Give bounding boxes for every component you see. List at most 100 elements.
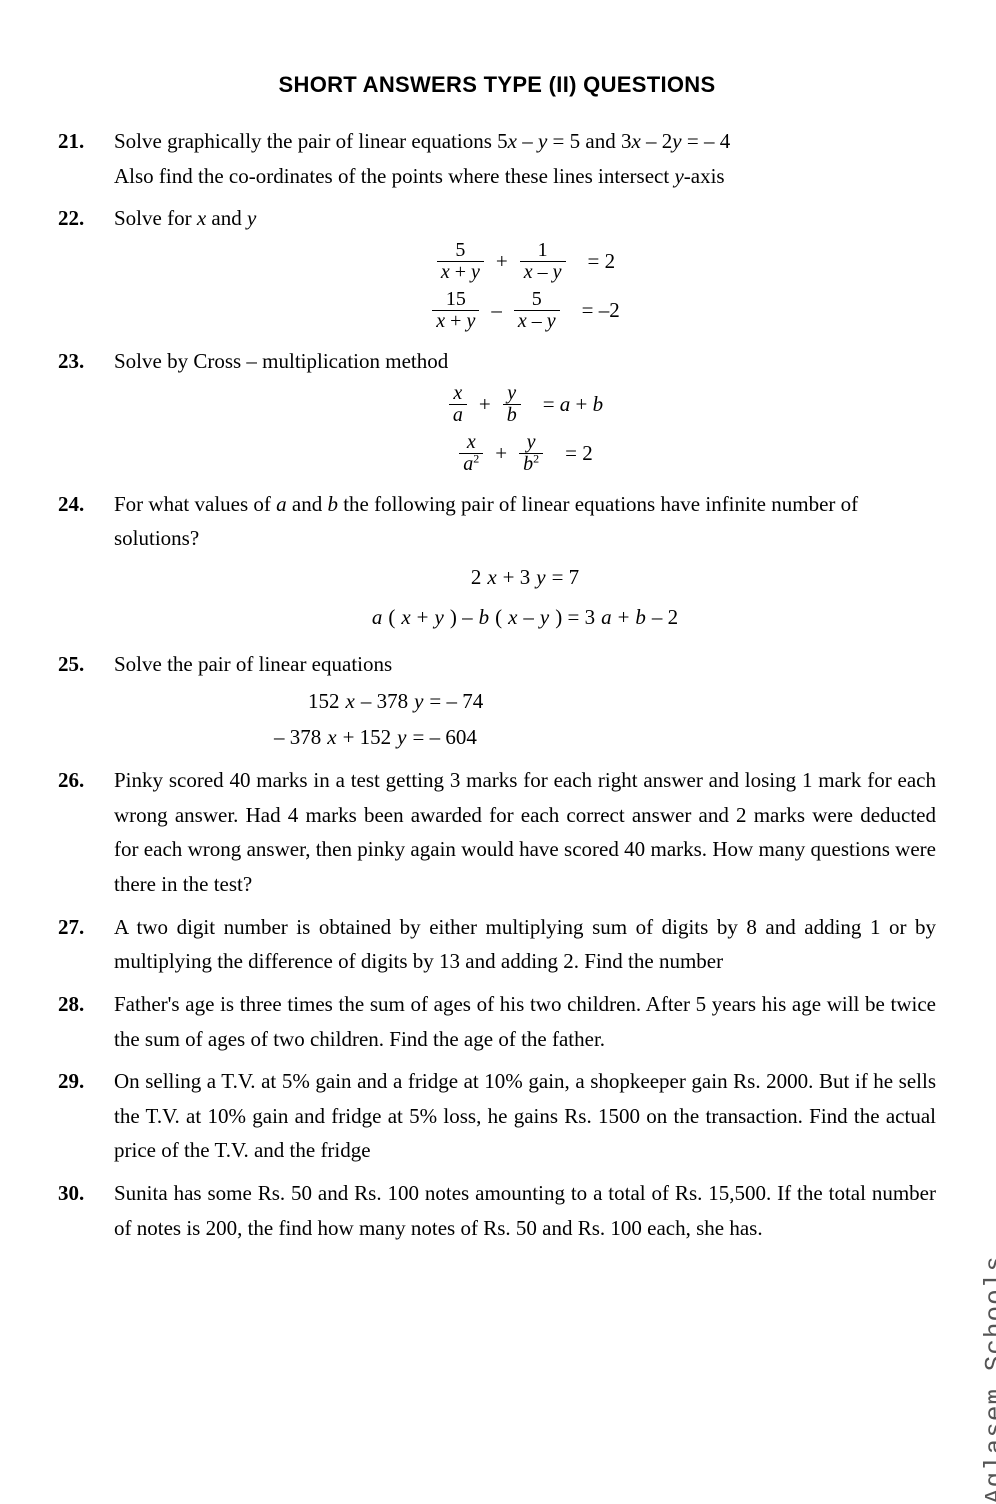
text: -axis bbox=[684, 164, 725, 188]
text: Solve graphically the pair of linear equ… bbox=[114, 129, 508, 153]
var-x: x bbox=[508, 600, 517, 635]
operator: – bbox=[487, 293, 506, 328]
var-y: y bbox=[672, 129, 681, 153]
text: 2 bbox=[471, 560, 482, 595]
question-number: 29. bbox=[58, 1064, 114, 1099]
text: ( bbox=[495, 600, 502, 635]
text: = 7 bbox=[552, 560, 580, 595]
rhs: = –2 bbox=[568, 293, 620, 328]
var-a: a bbox=[463, 453, 473, 475]
text: Solve the pair of linear equations bbox=[114, 652, 392, 676]
text: ) – bbox=[450, 600, 473, 635]
question-number: 21. bbox=[58, 124, 114, 159]
text: – bbox=[523, 600, 534, 635]
equation-line: a(x + y) – b(x – y) = 3a + b – 2 bbox=[372, 600, 678, 635]
question-body: Solve for x and y 5 x + y + 1 x – y = 2 bbox=[114, 201, 936, 336]
question-28: 28. Father's age is three times the sum … bbox=[58, 987, 936, 1056]
text: + 3 bbox=[503, 560, 531, 595]
text: = bbox=[543, 392, 560, 416]
equation-block: x a + y b = a + b x bbox=[114, 383, 936, 475]
var-x: x bbox=[524, 261, 533, 283]
rhs: = a + b bbox=[529, 387, 603, 422]
var-a: a bbox=[601, 600, 612, 635]
operator: + bbox=[492, 244, 512, 279]
rhs: = 2 bbox=[574, 244, 616, 279]
question-25: 25. Solve the pair of linear equations 1… bbox=[58, 647, 936, 755]
question-27: 27. A two digit number is obtained by ei… bbox=[58, 910, 936, 979]
exponent: 2 bbox=[533, 451, 539, 465]
var-y: y bbox=[435, 600, 444, 635]
var-y: y bbox=[540, 600, 549, 635]
question-21: 21. Solve graphically the pair of linear… bbox=[58, 124, 936, 193]
fraction: x a bbox=[449, 383, 467, 426]
question-26: 26. Pinky scored 40 marks in a test gett… bbox=[58, 763, 936, 902]
text: = – 74 bbox=[429, 684, 483, 719]
var-y: y bbox=[247, 206, 256, 230]
denominator: x – y bbox=[514, 311, 560, 332]
fraction: 15 x + y bbox=[432, 289, 479, 332]
var-b: b bbox=[479, 600, 490, 635]
question-body: On selling a T.V. at 5% gain and a fridg… bbox=[114, 1064, 936, 1168]
var-b: b bbox=[593, 392, 604, 416]
var-x: x bbox=[436, 310, 445, 332]
text: – 2 bbox=[652, 600, 678, 635]
numerator: 1 bbox=[534, 240, 552, 261]
fraction: y b2 bbox=[519, 432, 543, 475]
var-a: a bbox=[560, 392, 571, 416]
var-y: y bbox=[538, 129, 547, 153]
question-number: 26. bbox=[58, 763, 114, 798]
exponent: 2 bbox=[473, 451, 479, 465]
question-number: 24. bbox=[58, 487, 114, 522]
var-y: y bbox=[414, 684, 423, 719]
equation-line: 2x + 3y = 7 bbox=[471, 560, 579, 595]
fraction: x a2 bbox=[459, 432, 483, 475]
denominator: x + y bbox=[432, 311, 479, 332]
question-22: 22. Solve for x and y 5 x + y + 1 x – y bbox=[58, 201, 936, 336]
question-number: 30. bbox=[58, 1176, 114, 1211]
question-body: Solve by Cross – multiplication method x… bbox=[114, 344, 936, 479]
watermark-text: Aglasem Schools bbox=[980, 1255, 996, 1504]
var-y: y bbox=[536, 560, 545, 595]
question-number: 25. bbox=[58, 647, 114, 682]
numerator: 15 bbox=[442, 289, 470, 310]
text: ( bbox=[388, 600, 395, 635]
question-body: Solve graphically the pair of linear equ… bbox=[114, 124, 936, 193]
var-x: x bbox=[487, 560, 496, 595]
text: + bbox=[570, 392, 592, 416]
var-b: b bbox=[327, 492, 338, 516]
var-x: x bbox=[518, 310, 527, 332]
operator: + bbox=[475, 387, 495, 422]
numerator: 5 bbox=[451, 240, 469, 261]
question-body: Solve the pair of linear equations 152x … bbox=[114, 647, 936, 755]
text: – bbox=[533, 261, 553, 283]
question-30: 30. Sunita has some Rs. 50 and Rs. 100 n… bbox=[58, 1176, 936, 1245]
text: Solve by Cross – multiplication method bbox=[114, 349, 448, 373]
text: – bbox=[527, 310, 547, 332]
var-y: y bbox=[466, 310, 475, 332]
text: – 378 bbox=[361, 684, 408, 719]
question-body: Father's age is three times the sum of a… bbox=[114, 987, 936, 1056]
question-23: 23. Solve by Cross – multiplication meth… bbox=[58, 344, 936, 479]
numerator: y bbox=[503, 383, 520, 404]
question-body: Pinky scored 40 marks in a test getting … bbox=[114, 763, 936, 902]
equation-line: 15 x + y – 5 x – y = –2 bbox=[430, 289, 619, 332]
denominator: a2 bbox=[459, 454, 483, 475]
text: 152 bbox=[308, 684, 340, 719]
equation-block: 152x – 378y = – 74 – 378x + 152y = – 604 bbox=[274, 684, 936, 755]
fraction: 5 x + y bbox=[437, 240, 484, 283]
var-y: y bbox=[397, 720, 406, 755]
denominator: b bbox=[503, 405, 521, 426]
fraction: y b bbox=[503, 383, 521, 426]
question-number: 28. bbox=[58, 987, 114, 1022]
equation-block: 2x + 3y = 7 a(x + y) – b(x – y) = 3a + b… bbox=[114, 560, 936, 635]
var-x: x bbox=[631, 129, 640, 153]
equation-line: 152x – 378y = – 74 bbox=[274, 684, 483, 719]
text: – bbox=[517, 129, 538, 153]
text: + 152 bbox=[343, 720, 392, 755]
equation-line: – 378x + 152y = – 604 bbox=[274, 720, 477, 755]
operator: + bbox=[491, 436, 511, 471]
question-29: 29. On selling a T.V. at 5% gain and a f… bbox=[58, 1064, 936, 1168]
question-24: 24. For what values of a and b the follo… bbox=[58, 487, 936, 640]
text: = 5 and 3 bbox=[547, 129, 631, 153]
equation-block: 5 x + y + 1 x – y = 2 15 bbox=[114, 240, 936, 332]
